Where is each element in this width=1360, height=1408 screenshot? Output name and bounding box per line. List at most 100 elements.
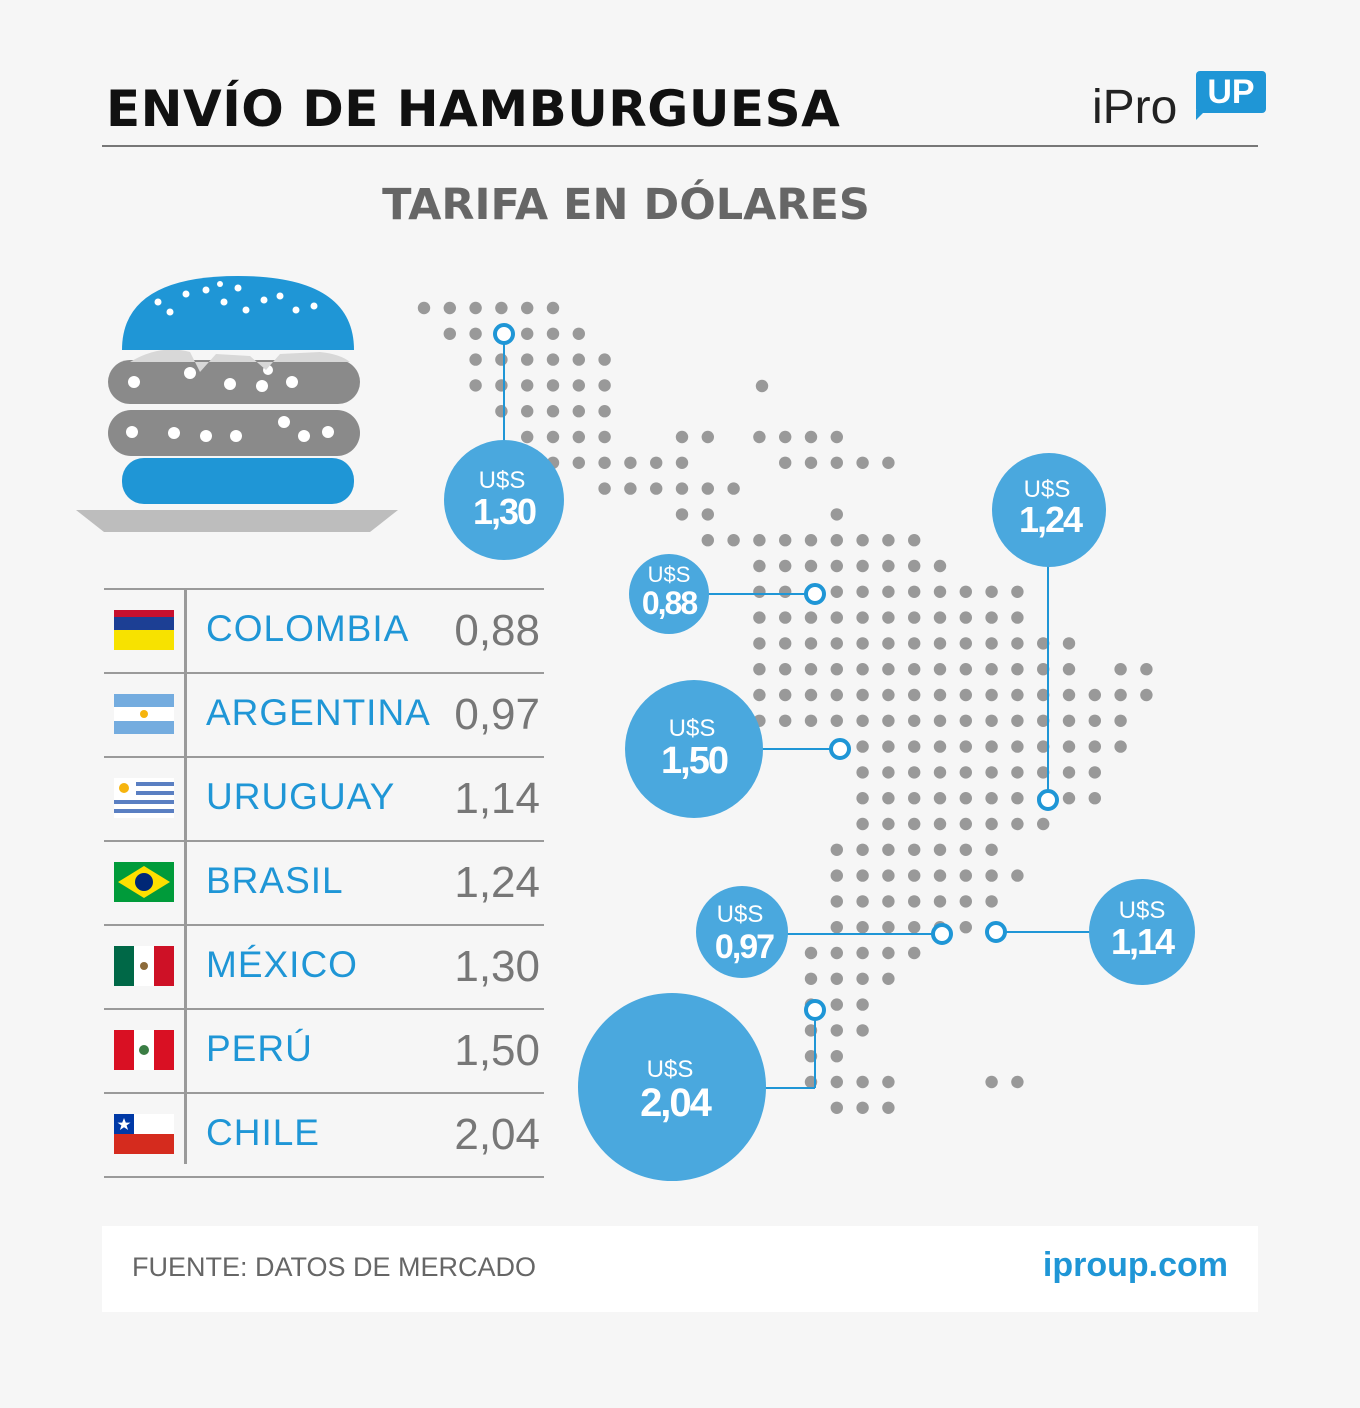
map-dot [753,637,766,650]
map-dot [882,817,895,831]
map-dot [830,869,843,882]
tariff-table: COLOMBIA 0,88 ARGENTINA 0,97 URUGUAY 1,1… [104,588,544,1178]
map-dot [830,1024,843,1037]
map-dot [959,817,972,831]
map-dot [933,740,947,753]
map-dot [1011,766,1024,779]
map-dot [830,456,843,469]
map-dot [856,869,869,882]
map-dot [1011,740,1024,753]
map-dot [1011,714,1024,727]
map-dot [1062,714,1076,727]
map-dot [495,353,508,366]
map-dot [779,585,792,598]
map-dot [1037,740,1050,753]
subtitle: TARIFA EN DÓLARES [382,180,870,230]
svg-text:1,50: 1,50 [661,740,728,782]
map-dot [469,301,482,315]
country-value: 1,24 [454,858,540,907]
map-dot [1140,688,1153,702]
map-dot [959,766,972,779]
map-dot [882,946,895,960]
map-dot [856,1101,869,1115]
map-dot [933,766,947,779]
map-dot [830,1101,843,1115]
map-dot [933,585,947,598]
map-dot [933,714,947,727]
map-dot [753,585,766,598]
map-dot [1037,688,1050,702]
map-dot [959,792,972,805]
map-dot [985,611,998,624]
map-dot [572,405,585,418]
map-dot [624,482,637,495]
map-dot [959,843,972,856]
map-dot [675,508,689,521]
map-dot [1011,611,1024,624]
map-dot [908,534,921,547]
map-dot [701,430,714,444]
country-name: URUGUAY [206,776,396,817]
map-dot [521,379,534,392]
map-dot [830,1050,843,1063]
map-dot [1011,792,1024,805]
map-dot [830,534,843,547]
map-dot [830,430,843,444]
country-name: MÉXICO [206,944,358,985]
map-dot [856,714,869,727]
brazil-flag-icon [114,862,174,902]
bubble-uruguay: U$S 1,14 [1089,879,1195,985]
map-dot [959,714,972,727]
map-dot [701,482,714,495]
bubble-chile: U$S 2,04 [578,993,766,1181]
map-dot [985,895,998,908]
map-dot [753,611,766,624]
map-dot [443,301,456,315]
map-dot [521,405,534,418]
map-dot [985,688,998,702]
map-dot [882,921,895,934]
site-link[interactable]: iproup.com [1042,1246,1228,1284]
svg-text:1,30: 1,30 [473,491,536,532]
map-dot [830,585,843,598]
map-dot [779,611,792,624]
map-dot [1011,1075,1024,1089]
map-dot [779,559,792,573]
map-dot [959,895,972,908]
map-dot [882,1101,895,1115]
map-dot [933,895,947,908]
map-dot [469,379,482,392]
map-dot [959,611,972,624]
map-dot [830,663,843,676]
map-dot [856,792,869,805]
map-dot [572,327,585,340]
map-dot [882,611,895,624]
map-dot [804,534,818,547]
map-dot [830,611,843,624]
map-dot [959,663,972,676]
map-dot [933,869,947,882]
map-dot [598,379,611,392]
map-dot [856,998,869,1011]
map-dot [572,456,585,469]
table-row: URUGUAY 1,14 [104,756,544,840]
map-dots [417,301,1153,1115]
map-dot [521,301,534,315]
map-dot [908,869,921,882]
map-dot [779,534,792,547]
map-dot [1062,792,1076,805]
map-dot [985,714,998,727]
map-dot [856,843,869,856]
map-dot [856,946,869,960]
map-dot [882,559,895,573]
map-dot [1011,817,1024,831]
map-dot [882,1075,895,1089]
map-dot [779,430,792,444]
table-row: BRASIL 1,24 [104,840,544,924]
bubble-argentina: U$S 0,97 [696,886,788,978]
map-dot [882,766,895,779]
country-value: 0,88 [454,606,540,655]
country-name: BRASIL [206,860,344,901]
map-dot [727,482,740,495]
